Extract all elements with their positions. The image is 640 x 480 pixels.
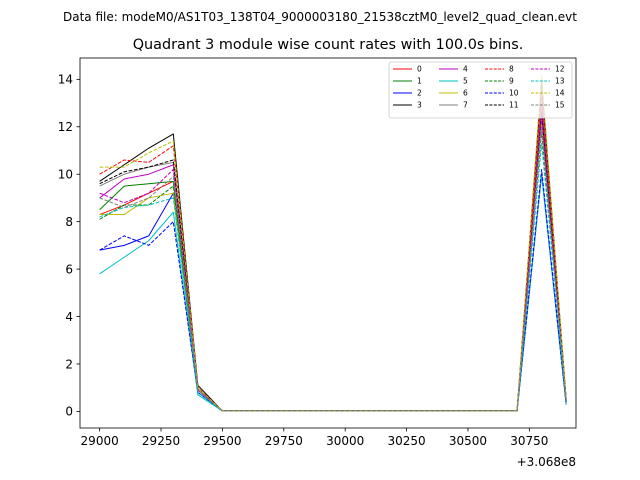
legend-label-0: 0 xyxy=(417,65,422,74)
plot-area-frame xyxy=(79,57,577,429)
legend-label-3: 3 xyxy=(417,101,422,110)
x-axis-offset-label: +3.068e8 xyxy=(517,455,576,469)
x-tick-label: 30000 xyxy=(326,434,364,448)
series-layer xyxy=(99,74,567,412)
legend-label-7: 7 xyxy=(463,101,468,110)
y-tick-label: 4 xyxy=(65,310,73,324)
x-tick-label: 30500 xyxy=(449,434,487,448)
y-tick-label: 0 xyxy=(65,405,73,419)
series-line-2 xyxy=(99,173,567,412)
chart-title: Quadrant 3 module wise count rates with … xyxy=(133,37,524,53)
series-line-11 xyxy=(99,112,567,412)
x-tick-label: 30250 xyxy=(387,434,425,448)
figure-suptitle: Data file: modeM0/AS1T03_138T04_90000031… xyxy=(63,10,577,24)
y-tick-label: 6 xyxy=(65,262,73,276)
x-tick-label: 29000 xyxy=(81,434,119,448)
legend-frame xyxy=(388,61,573,119)
series-line-8 xyxy=(99,90,567,412)
legend-label-1: 1 xyxy=(417,77,422,86)
y-tick-label: 10 xyxy=(58,168,73,182)
legend-label-13: 13 xyxy=(555,77,565,86)
legend-label-11: 11 xyxy=(509,101,519,110)
series-line-4 xyxy=(99,102,567,412)
series-line-3 xyxy=(99,81,567,412)
x-tick-label: 29250 xyxy=(142,434,180,448)
x-tick-label: 29750 xyxy=(265,434,303,448)
legend-label-12: 12 xyxy=(555,65,565,74)
y-tick-label: 12 xyxy=(58,120,73,134)
legend-label-14: 14 xyxy=(555,89,565,98)
y-tick-label: 14 xyxy=(58,73,73,87)
series-line-7 xyxy=(99,93,567,412)
legend-label-15: 15 xyxy=(555,101,565,110)
x-tick-label: 30750 xyxy=(510,434,548,448)
legend-label-9: 9 xyxy=(509,77,514,86)
series-line-10 xyxy=(99,168,567,412)
x-tick-label: 29500 xyxy=(203,434,241,448)
series-line-15 xyxy=(99,126,567,412)
legend-label-5: 5 xyxy=(463,77,468,86)
series-line-0 xyxy=(99,107,567,412)
y-axis: 0 2 4 6 8 10 12 14 xyxy=(58,73,80,419)
y-tick-label: 2 xyxy=(65,357,73,371)
series-line-12 xyxy=(99,116,567,412)
legend-label-8: 8 xyxy=(509,65,514,74)
legend-label-6: 6 xyxy=(463,89,468,98)
legend-label-10: 10 xyxy=(509,89,519,98)
legend-label-4: 4 xyxy=(463,65,468,74)
series-line-5 xyxy=(99,173,567,412)
x-axis: 29000 29250 29500 29750 30000 30250 30500 30750 xyxy=(81,428,548,448)
series-line-14 xyxy=(99,74,567,412)
series-line-1 xyxy=(99,114,567,412)
y-tick-label: 8 xyxy=(65,215,73,229)
legend-label-2: 2 xyxy=(417,89,422,98)
